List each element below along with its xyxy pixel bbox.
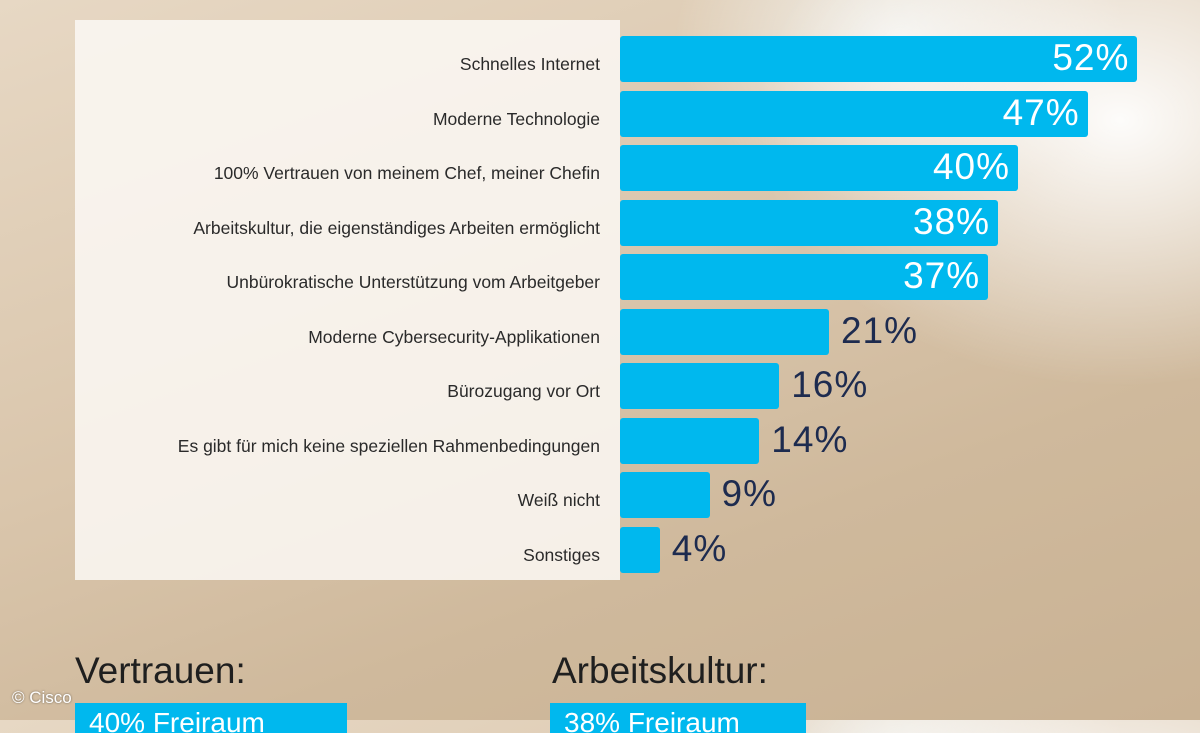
- bar-label: Weiß nicht: [517, 490, 600, 510]
- bar: [620, 308, 829, 355]
- bar-label: 100% Vertrauen von meinem Chef, meiner C…: [213, 163, 600, 183]
- section-title-arbeitskultur: Arbeitskultur:: [552, 650, 768, 691]
- bar: [620, 363, 780, 409]
- tag-arbeitskultur: 38% Freiraum: [550, 703, 806, 733]
- section-title-vertrauen: Vertrauen:: [75, 650, 246, 691]
- bar-value-label: 21%: [840, 309, 918, 351]
- bar-value-label: 40%: [932, 146, 1010, 187]
- bar-label: Moderne Cybersecurity-Applikationen: [308, 326, 600, 347]
- bar: [620, 90, 1088, 137]
- bar-label: Unbürokratische Unterstützung vom Arbeit…: [226, 272, 600, 292]
- bar-label: Es gibt für mich keine speziellen Rahmen…: [177, 435, 600, 456]
- tag-vertrauen: 40% Freiraum: [75, 703, 347, 733]
- bar: [620, 145, 1018, 191]
- bar-label: Sonstiges: [523, 544, 600, 565]
- bar: [620, 417, 760, 464]
- bar-label: Arbeitskultur, die eigenständiges Arbeit…: [193, 217, 600, 238]
- bar-label: Moderne Technologie: [432, 108, 600, 129]
- bar-value-label: 38%: [913, 200, 991, 242]
- bar-value-label: 9%: [721, 473, 778, 514]
- bar-value-label: 47%: [1002, 91, 1080, 133]
- bar: [620, 472, 710, 518]
- bar-value-label: 37%: [903, 255, 981, 296]
- bar: [620, 36, 1138, 82]
- bar: [620, 254, 989, 300]
- bar-value-label: 4%: [671, 527, 728, 569]
- label-panel: [75, 20, 620, 580]
- bar-value-label: 16%: [791, 364, 869, 405]
- bar-label: Bürozugang vor Ort: [447, 381, 600, 401]
- bar: [620, 526, 660, 573]
- bar-label: Schnelles Internet: [459, 54, 600, 74]
- copyright-credit: © Cisco: [12, 688, 72, 707]
- bar-value-label: 14%: [771, 418, 849, 460]
- bar: [620, 199, 999, 246]
- bar-value-label: 52%: [1052, 37, 1130, 78]
